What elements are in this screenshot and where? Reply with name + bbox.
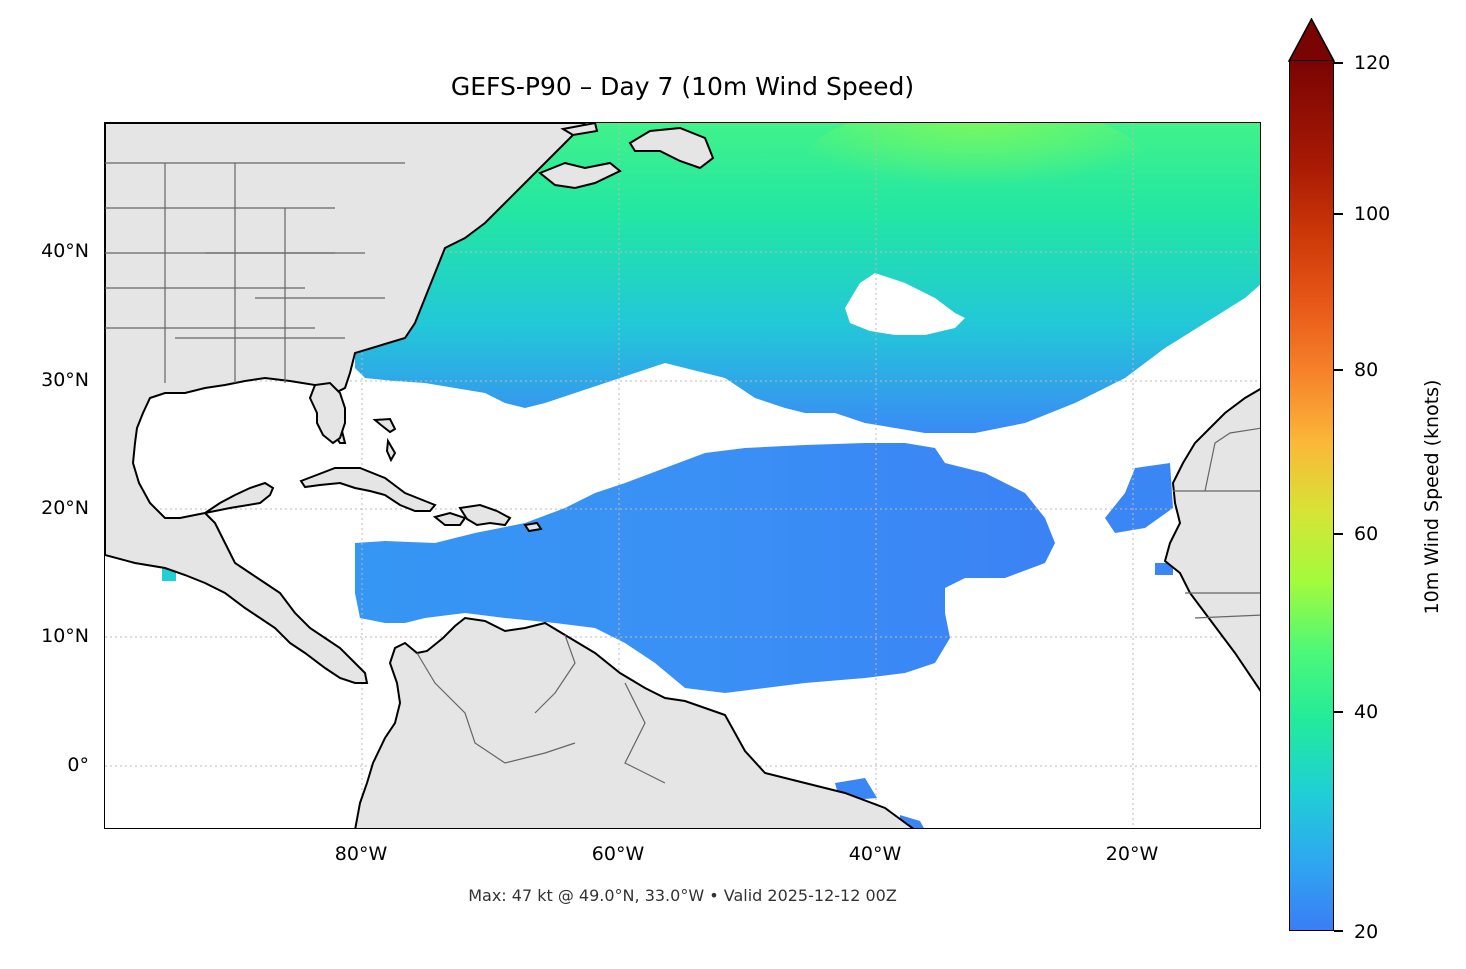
x-tick-label: 40°W [848,843,902,865]
political-borders [105,162,1260,784]
colorbar-tick-label: 80 [1354,359,1379,381]
colorbar-tick [1334,533,1343,535]
y-tick-label: 20°N [41,497,89,519]
x-tick-label: 20°W [1105,843,1159,865]
colorbar-tick-label: 40 [1354,701,1379,723]
colorbar [1289,60,1334,931]
colorbar-extend-arrow-icon [1288,18,1335,62]
colorbar-tick [1334,930,1343,932]
y-tick-label: 0° [67,754,89,776]
land-north-america [105,123,587,684]
colorbar-tick [1334,369,1343,371]
colorbar-tick [1334,711,1343,713]
colorbar-tick-label: 60 [1354,523,1379,545]
colorbar-tick-label: 100 [1354,203,1391,225]
max-valid-annotation: Max: 47 kt @ 49.0°N, 33.0°W • Valid 2025… [468,886,897,905]
y-tick-label: 30°N [41,369,89,391]
colorbar-tick-label: 20 [1354,921,1379,943]
y-tick-label: 10°N [41,625,89,647]
land-south-america [354,616,914,828]
map-plot-area [104,122,1261,829]
colorbar-tick [1334,62,1343,64]
colorbar-tick [1334,213,1343,215]
x-tick-label: 60°W [591,843,645,865]
chart-title: GEFS-P90 – Day 7 (10m Wind Speed) [450,72,915,101]
colorbar-title: 10m Wind Speed (knots) [1421,379,1443,615]
colorbar-tick-label: 120 [1354,52,1391,74]
land-africa [1163,388,1260,692]
land-maritimes [538,123,715,190]
x-tick-label: 80°W [334,843,388,865]
y-tick-label: 40°N [41,240,89,262]
land-caribbean [299,417,543,533]
